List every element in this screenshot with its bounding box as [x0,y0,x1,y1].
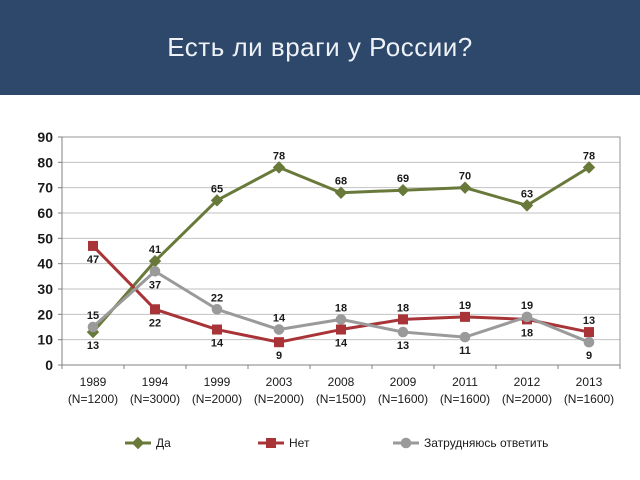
data-label: 19 [459,300,471,312]
data-label: 19 [521,300,533,312]
data-label: 9 [276,350,282,362]
data-point-marker [149,265,161,277]
data-label: 14 [211,338,224,350]
data-point-marker [521,311,533,323]
legend-label: Нет [289,436,310,450]
data-label: 37 [149,279,161,291]
data-label: 15 [87,310,99,322]
x-axis-sublabel: (N=1500) [316,392,366,406]
x-axis-label: 1989 [80,375,107,389]
x-axis-sublabel: (N=1600) [440,392,490,406]
data-point-marker [212,324,222,335]
y-axis-label: 70 [37,180,53,196]
data-label: 13 [397,340,409,352]
data-point-marker [460,311,470,322]
x-axis-sublabel: (N=1200) [68,392,118,406]
data-point-marker [398,314,408,325]
data-label: 69 [397,173,409,185]
data-point-marker [583,336,595,348]
data-point-marker [334,186,348,199]
legend-marker [266,438,276,448]
data-label: 22 [211,292,223,304]
data-point-marker [274,337,284,348]
data-point-marker [520,199,534,212]
y-axis-label: 80 [37,154,53,170]
slide-title: Есть ли враги у России? [167,32,473,62]
legend-label: Да [156,436,171,450]
data-label: 78 [273,150,285,162]
data-point-marker [459,331,471,343]
data-label: 18 [335,302,347,314]
y-axis-label: 10 [37,332,53,348]
x-axis-label: 2009 [390,375,417,389]
data-label: 14 [335,338,348,350]
data-label: 13 [87,340,99,352]
chart-area: 0 10 20 30 40 50 60 70 80 90 1989 (N=1200) 1994 (N=30… [0,95,640,480]
data-label: 65 [211,183,223,195]
x-axis-sublabel: (N=2000) [192,392,242,406]
series-2: 15 37 22 14 18 13 11 19 9 [87,265,595,362]
data-point-marker [88,240,98,251]
legend-entry: Затрудняюсь ответить [393,436,548,450]
x-axis-label: 2011 [452,375,478,389]
chart-svg: 0 10 20 30 40 50 60 70 80 90 1989 (N=1200) 1994 (N=30… [37,129,621,450]
x-axis-label: 1999 [204,375,231,389]
series-1: 47 22 14 9 14 18 19 18 13 [87,240,595,362]
data-point-marker [273,324,285,335]
x-axis-sublabel: (N=2000) [254,392,304,406]
data-point-marker [272,161,286,174]
legend-entry: Нет [258,436,310,450]
series-0: 13 41 65 78 68 69 70 63 78 [86,150,596,352]
data-label: 47 [87,254,99,266]
data-label: 22 [149,317,161,329]
x-axis-label: 1994 [142,375,169,389]
x-axis-sublabel: (N=3000) [130,392,180,406]
data-label: 14 [273,313,286,325]
x-axis-label: 2003 [266,375,293,389]
data-point-marker [335,314,347,325]
data-label: 11 [459,345,471,357]
data-point-marker [396,183,410,197]
y-axis-label: 60 [37,205,53,221]
legend-marker [400,437,412,449]
data-point-marker [458,181,472,194]
y-axis-label: 30 [37,281,53,297]
data-label: 18 [521,327,533,339]
data-label: 13 [583,315,595,327]
data-point-marker [336,324,346,335]
data-label: 68 [335,176,347,188]
data-label: 18 [397,302,409,314]
data-point-marker [584,327,594,338]
data-point-marker [397,326,409,338]
y-axis-label: 50 [37,230,53,246]
data-label: 9 [586,350,592,362]
x-axis-sublabel: (N=1600) [378,392,428,406]
y-axis-label: 40 [37,256,53,272]
y-axis-label: 90 [37,129,53,145]
data-point-marker [582,161,596,174]
data-point-marker [87,321,99,333]
y-axis-label: 0 [45,357,53,373]
data-point-marker [150,304,160,315]
slide-header: Есть ли враги у России? [0,0,640,95]
x-axis-label: 2013 [576,375,603,389]
data-label: 70 [459,171,471,183]
data-label: 78 [583,150,595,162]
y-axis-label: 20 [37,306,53,322]
data-point-marker [211,303,223,315]
x-axis-label: 2012 [514,375,541,389]
data-label: 63 [521,188,533,200]
x-axis-label: 2008 [328,375,355,389]
legend-entry: Да [125,436,171,450]
legend-label: Затрудняюсь ответить [424,436,548,450]
data-label: 41 [149,244,161,256]
x-axis-sublabel: (N=2000) [502,392,552,406]
legend-marker [131,436,145,450]
data-point-marker [210,194,224,207]
x-axis-sublabel: (N=1600) [564,392,614,406]
